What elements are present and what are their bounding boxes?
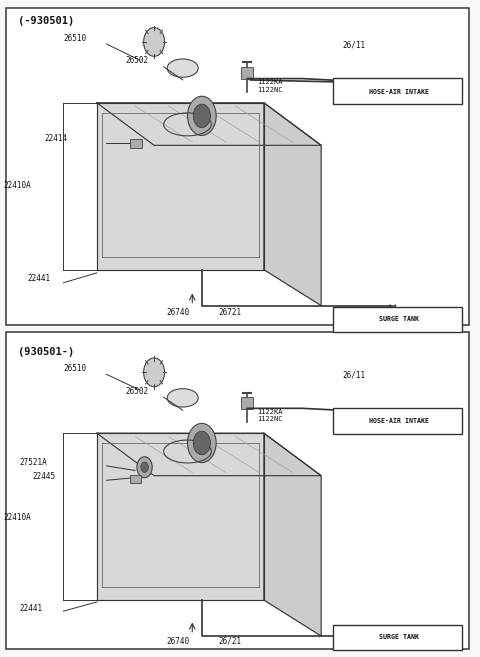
- FancyBboxPatch shape: [333, 307, 462, 332]
- Text: 26721: 26721: [218, 308, 241, 317]
- Text: 22441: 22441: [20, 604, 43, 613]
- Text: 1122KA: 1122KA: [257, 409, 282, 415]
- Polygon shape: [97, 433, 264, 600]
- Text: (-930501): (-930501): [18, 16, 74, 26]
- Polygon shape: [97, 102, 321, 145]
- Text: 22445: 22445: [33, 472, 56, 481]
- Bar: [241, 67, 253, 79]
- Bar: [130, 139, 142, 148]
- Circle shape: [137, 457, 152, 478]
- FancyBboxPatch shape: [333, 625, 462, 650]
- Text: 22414: 22414: [44, 134, 68, 143]
- Text: 27521A: 27521A: [20, 457, 47, 466]
- Text: 22410A: 22410A: [4, 181, 32, 190]
- Polygon shape: [97, 102, 264, 269]
- Text: 22441: 22441: [28, 275, 51, 283]
- Text: HOSE-AIR INTAKE: HOSE-AIR INTAKE: [369, 89, 429, 95]
- Text: 26740: 26740: [166, 308, 189, 317]
- Text: HOSE-AIR INTAKE: HOSE-AIR INTAKE: [369, 419, 429, 424]
- Circle shape: [188, 97, 216, 135]
- Text: SURGE TANK: SURGE TANK: [379, 316, 419, 323]
- Ellipse shape: [167, 389, 198, 407]
- Circle shape: [193, 431, 210, 455]
- Text: (930501-): (930501-): [18, 347, 74, 357]
- Text: 22410A: 22410A: [4, 512, 32, 522]
- Circle shape: [144, 28, 165, 57]
- Bar: [241, 397, 253, 409]
- Text: 1122NC: 1122NC: [257, 417, 282, 422]
- Circle shape: [188, 423, 216, 463]
- Bar: [6, 332, 469, 649]
- Bar: [6, 8, 469, 325]
- Polygon shape: [264, 433, 321, 636]
- Ellipse shape: [167, 59, 198, 78]
- Polygon shape: [97, 433, 321, 476]
- Text: 26510: 26510: [63, 34, 86, 43]
- Text: 1122KA: 1122KA: [257, 79, 282, 85]
- Circle shape: [141, 462, 148, 472]
- Circle shape: [144, 358, 165, 387]
- FancyBboxPatch shape: [333, 408, 462, 434]
- Text: 26/11: 26/11: [343, 40, 366, 49]
- Text: 26502: 26502: [125, 387, 149, 396]
- Text: 26510: 26510: [63, 364, 86, 373]
- Bar: [130, 475, 141, 483]
- Text: 26740: 26740: [166, 637, 189, 646]
- Text: 26/11: 26/11: [343, 371, 366, 380]
- Circle shape: [193, 104, 210, 127]
- Text: SURGE TANK: SURGE TANK: [379, 634, 419, 641]
- Polygon shape: [264, 102, 321, 306]
- Text: 1122NC: 1122NC: [257, 87, 282, 93]
- Text: 26/21: 26/21: [218, 637, 241, 646]
- FancyBboxPatch shape: [333, 78, 462, 104]
- Text: 26502: 26502: [125, 56, 149, 65]
